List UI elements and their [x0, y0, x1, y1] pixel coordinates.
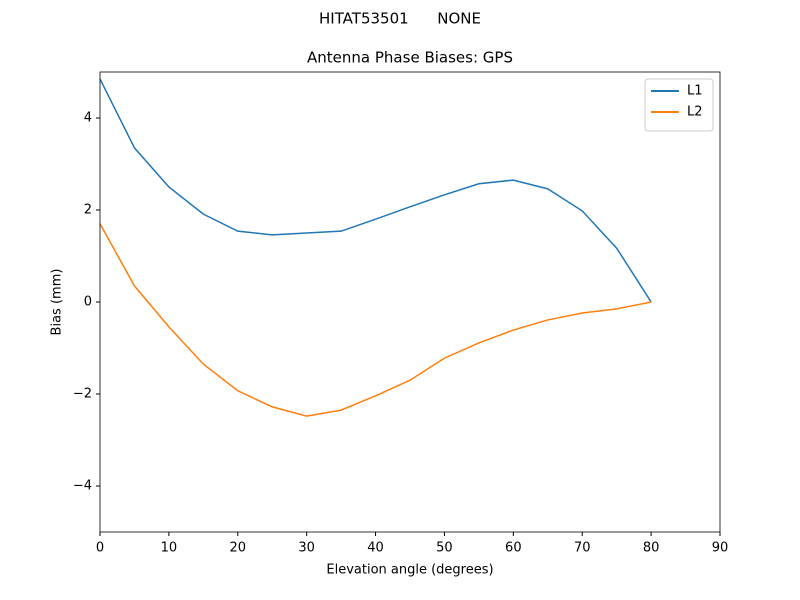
x-tick-label: 70 [574, 541, 591, 556]
x-tick-label: 0 [96, 541, 104, 556]
y-tick-label: 4 [84, 111, 92, 126]
axes-frame [99, 71, 721, 533]
suptitle: HITAT53501 NONE [319, 10, 481, 28]
x-axis-label: Elevation angle (degrees) [326, 563, 493, 578]
y-axis-label: Bias (mm) [50, 269, 65, 336]
x-tick-label: 20 [230, 541, 247, 556]
x-tick-label: 90 [712, 541, 729, 556]
x-tick-label: 40 [367, 541, 384, 556]
x-tick-label: 10 [161, 541, 178, 556]
series-line [99, 223, 652, 417]
legend-box [644, 78, 714, 132]
x-tick-label: 30 [298, 541, 315, 556]
legend-label: L1 [687, 84, 703, 99]
x-tick-label: 50 [436, 541, 453, 556]
series-line [99, 78, 652, 303]
y-tick-label: 2 [84, 203, 92, 218]
x-tick-label: 60 [505, 541, 522, 556]
y-tick-label: −4 [73, 479, 92, 494]
legend-label: L2 [687, 105, 703, 120]
y-tick-label: 0 [84, 295, 92, 310]
x-tick-label: 80 [643, 541, 660, 556]
y-tick-label: −2 [73, 387, 92, 402]
chart-title: Antenna Phase Biases: GPS [307, 49, 513, 67]
